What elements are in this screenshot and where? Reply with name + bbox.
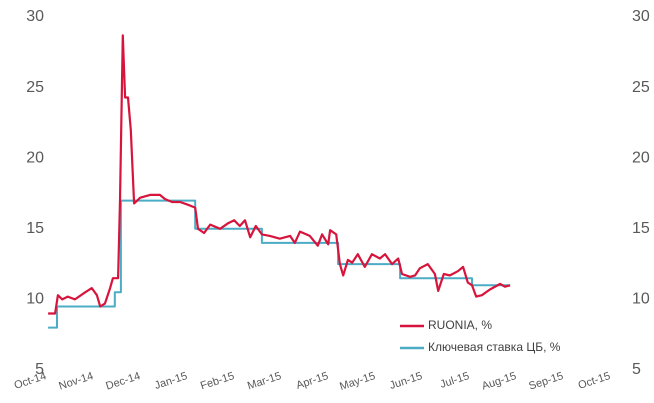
y2-tick-label: 25 bbox=[632, 79, 650, 96]
legend-label: Ключевая ставка ЦБ, % bbox=[428, 340, 561, 354]
y2-tick-label: 30 bbox=[632, 8, 650, 25]
x-tick-label: Dec-14 bbox=[104, 370, 141, 392]
x-tick-label: Oct-14 bbox=[13, 370, 48, 392]
x-tick-label: Jul-15 bbox=[439, 370, 471, 391]
y-tick-label: 25 bbox=[26, 79, 44, 96]
x-tick-label: Feb-15 bbox=[199, 370, 236, 392]
x-tick-label: Oct-15 bbox=[577, 370, 612, 392]
x-tick-label: Sep-15 bbox=[527, 370, 564, 392]
y-tick-label: 20 bbox=[26, 149, 44, 166]
y2-tick-label: 20 bbox=[632, 149, 650, 166]
x-tick-label: Jan-15 bbox=[153, 370, 189, 392]
x-tick-label: Apr-15 bbox=[295, 370, 330, 392]
y-tick-label: 30 bbox=[26, 8, 44, 25]
legend-label: RUONIA, % bbox=[428, 318, 492, 332]
x-tick-label: May-15 bbox=[338, 370, 377, 393]
x-tick-label: Mar-15 bbox=[246, 370, 283, 392]
y-tick-label: 10 bbox=[26, 291, 44, 308]
y-tick-label: 5 bbox=[35, 361, 44, 378]
y2-tick-label: 5 bbox=[632, 361, 641, 378]
series-line bbox=[48, 34, 511, 315]
x-tick-label: Nov-14 bbox=[57, 370, 94, 392]
x-tick-label: Jun-15 bbox=[388, 370, 424, 392]
legend: RUONIA, % Ключевая ставка ЦБ, % bbox=[400, 318, 561, 354]
x-tick-label: Aug-15 bbox=[480, 370, 517, 392]
y-tick-label: 15 bbox=[26, 220, 44, 237]
series-line bbox=[48, 199, 511, 329]
y2-tick-label: 15 bbox=[632, 220, 650, 237]
y2-tick-label: 10 bbox=[632, 291, 650, 308]
